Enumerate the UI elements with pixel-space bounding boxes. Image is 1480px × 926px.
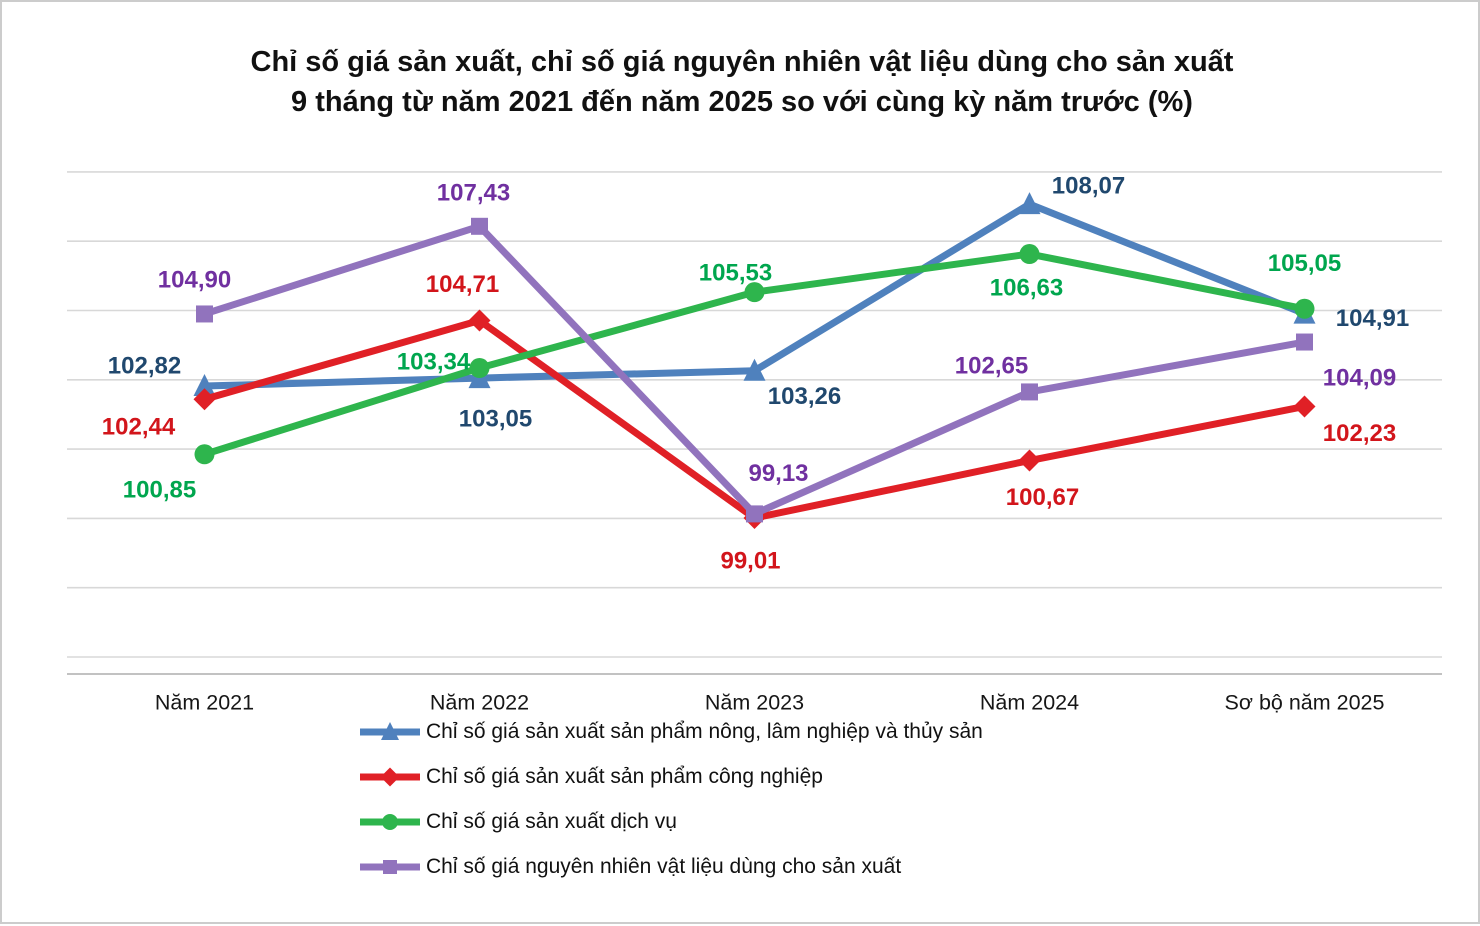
series-2-labels: 100,85 103,34 105,53 106,63 105,05 bbox=[123, 250, 1341, 504]
data-label: 108,07 bbox=[1052, 172, 1125, 199]
data-point-diamond-icon bbox=[193, 388, 216, 411]
series-1-labels: 102,44 104,71 99,01 100,67 102,23 bbox=[102, 271, 1396, 575]
series-0-labels: 102,82 103,05 103,26 108,07 104,91 bbox=[108, 172, 1409, 432]
x-axis-label: Sơ bộ năm 2025 bbox=[1225, 691, 1385, 715]
series-3-labels: 104,90 107,43 99,13 102,65 104,09 bbox=[158, 180, 1396, 488]
data-point-circle-icon bbox=[744, 282, 765, 303]
data-point-circle-icon bbox=[469, 358, 490, 379]
x-axis-label: Năm 2024 bbox=[980, 691, 1079, 715]
legend-label: Chỉ số giá sản xuất sản phẩm nông, lâm n… bbox=[426, 719, 983, 743]
x-axis-label: Năm 2023 bbox=[705, 691, 804, 715]
data-label: 99,13 bbox=[748, 460, 808, 487]
data-label: 99,01 bbox=[720, 547, 780, 574]
series-line bbox=[203, 317, 1306, 522]
data-point-circle-icon bbox=[194, 444, 215, 465]
data-label: 104,90 bbox=[158, 266, 231, 293]
legend-item-0: Chỉ số giá sản xuất sản phẩm nông, lâm n… bbox=[358, 719, 983, 743]
x-axis-labels: Năm 2021 Năm 2022 Năm 2023 Năm 2024 Sơ bộ nă… bbox=[155, 691, 1385, 715]
data-point-square-icon bbox=[1296, 333, 1313, 351]
data-point-square-icon bbox=[196, 305, 213, 323]
data-point-circle-icon bbox=[1294, 298, 1315, 319]
data-point-triangle-icon bbox=[743, 358, 766, 381]
data-point-square-icon bbox=[1021, 383, 1038, 401]
data-point-triangle-icon bbox=[193, 374, 216, 397]
legend-label: Chỉ số giá nguyên nhiên vật liệu dùng ch… bbox=[426, 854, 902, 878]
data-point-diamond-icon bbox=[1018, 449, 1041, 472]
data-label: 106,63 bbox=[990, 274, 1063, 301]
data-point-square-icon bbox=[746, 505, 763, 523]
triangle-marker-icon bbox=[381, 721, 399, 740]
chart-title: Chỉ số giá sản xuất, chỉ số giá nguyên n… bbox=[2, 42, 1480, 122]
data-label: 105,05 bbox=[1268, 250, 1341, 277]
x-axis-label: Năm 2022 bbox=[430, 691, 529, 715]
data-label: 104,91 bbox=[1336, 305, 1409, 332]
series-3 bbox=[196, 217, 1313, 523]
data-label: 100,67 bbox=[1006, 484, 1079, 511]
data-label: 103,05 bbox=[459, 405, 532, 432]
data-label: 100,85 bbox=[123, 477, 196, 504]
gridlines bbox=[67, 171, 1442, 658]
legend-swatch bbox=[360, 813, 420, 830]
data-label: 102,23 bbox=[1323, 420, 1396, 447]
legend-swatch bbox=[360, 767, 420, 786]
square-marker-icon bbox=[383, 859, 397, 874]
data-label: 104,09 bbox=[1323, 364, 1396, 391]
data-point-circle-icon bbox=[1019, 244, 1040, 265]
legend-label: Chỉ số giá sản xuất dịch vụ bbox=[426, 809, 677, 833]
chart-legend: Chỉ số giá sản xuất sản phẩm nông, lâm n… bbox=[358, 719, 983, 901]
data-label: 103,34 bbox=[397, 348, 471, 375]
data-label: 107,43 bbox=[437, 180, 510, 207]
data-label: 104,71 bbox=[426, 271, 499, 298]
diamond-marker-icon bbox=[380, 767, 400, 786]
data-label: 102,65 bbox=[955, 352, 1028, 379]
series-1 bbox=[193, 309, 1316, 530]
data-label: 102,82 bbox=[108, 352, 181, 379]
chart-title-line1: Chỉ số giá sản xuất, chỉ số giá nguyên n… bbox=[250, 46, 1234, 78]
data-label: 105,53 bbox=[699, 259, 772, 286]
x-axis-label: Năm 2021 bbox=[155, 691, 254, 715]
chart-title-line2: 9 tháng từ năm 2021 đến năm 2025 so với … bbox=[291, 86, 1193, 118]
data-point-triangle-icon bbox=[1018, 192, 1041, 215]
circle-marker-icon bbox=[382, 813, 398, 830]
legend-label: Chỉ số giá sản xuất sản phẩm công nghiệp bbox=[426, 764, 823, 788]
data-label: 103,26 bbox=[768, 383, 841, 410]
legend-item-3: Chỉ số giá nguyên nhiên vật liệu dùng ch… bbox=[358, 854, 983, 878]
series-2 bbox=[194, 244, 1315, 465]
data-label: 102,44 bbox=[102, 414, 176, 441]
legend-swatch bbox=[360, 859, 420, 874]
legend-item-1: Chỉ số giá sản xuất sản phẩm công nghiệp bbox=[358, 764, 983, 788]
data-point-diamond-icon bbox=[1293, 395, 1316, 418]
legend-item-2: Chỉ số giá sản xuất dịch vụ bbox=[358, 809, 983, 833]
legend-swatch bbox=[360, 721, 420, 740]
data-point-square-icon bbox=[471, 217, 488, 235]
data-point-diamond-icon bbox=[468, 309, 491, 332]
